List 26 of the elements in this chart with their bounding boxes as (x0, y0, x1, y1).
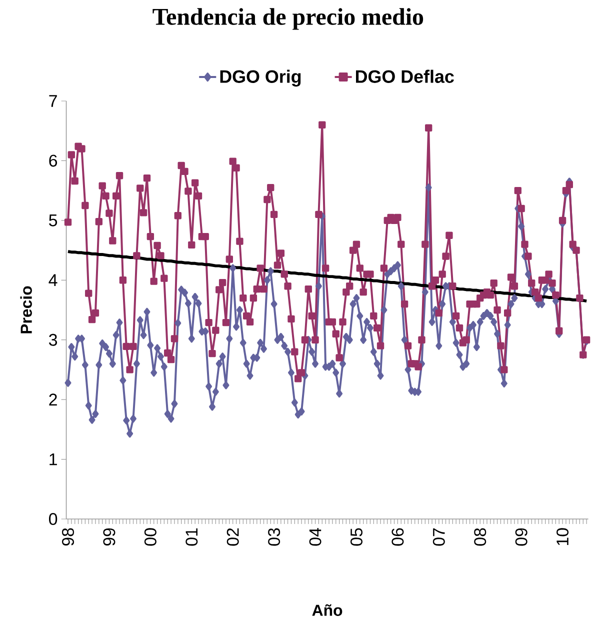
x-tick-label: 06 (392, 528, 404, 546)
x-tick-label: 04 (309, 528, 322, 546)
x-tick-label: 01 (186, 528, 198, 546)
legend-label: DGO Deflac (356, 70, 454, 83)
y-tick-label: 6 (49, 154, 58, 167)
y-tick-label: 4 (48, 274, 58, 286)
x-tick-label: 99 (103, 528, 116, 546)
y-tick-label: 1 (50, 453, 57, 466)
y-axis-title: Precio (20, 286, 32, 334)
y-tick-label: 0 (49, 513, 58, 525)
x-tick-label: 09 (515, 528, 528, 546)
y-tick-label: 2 (49, 394, 57, 406)
y-tick-label: 5 (49, 214, 58, 226)
x-tick-label: 07 (432, 528, 445, 546)
chart-title: Tendencia de precio medio (152, 8, 424, 30)
x-tick-label: 08 (474, 528, 486, 546)
x-tick-label: 00 (144, 528, 156, 546)
x-tick-label: 98 (62, 528, 74, 546)
x-tick-label: 02 (226, 528, 239, 546)
x-tick-label: 03 (268, 528, 280, 546)
y-tick-label: 3 (48, 334, 58, 346)
x-axis-title: Año (312, 604, 342, 616)
y-tick-label: 7 (49, 95, 57, 107)
x-tick-label: 05 (350, 528, 362, 546)
x-tick-label: 10 (556, 528, 569, 546)
legend-label: DGO Orig (220, 70, 301, 87)
